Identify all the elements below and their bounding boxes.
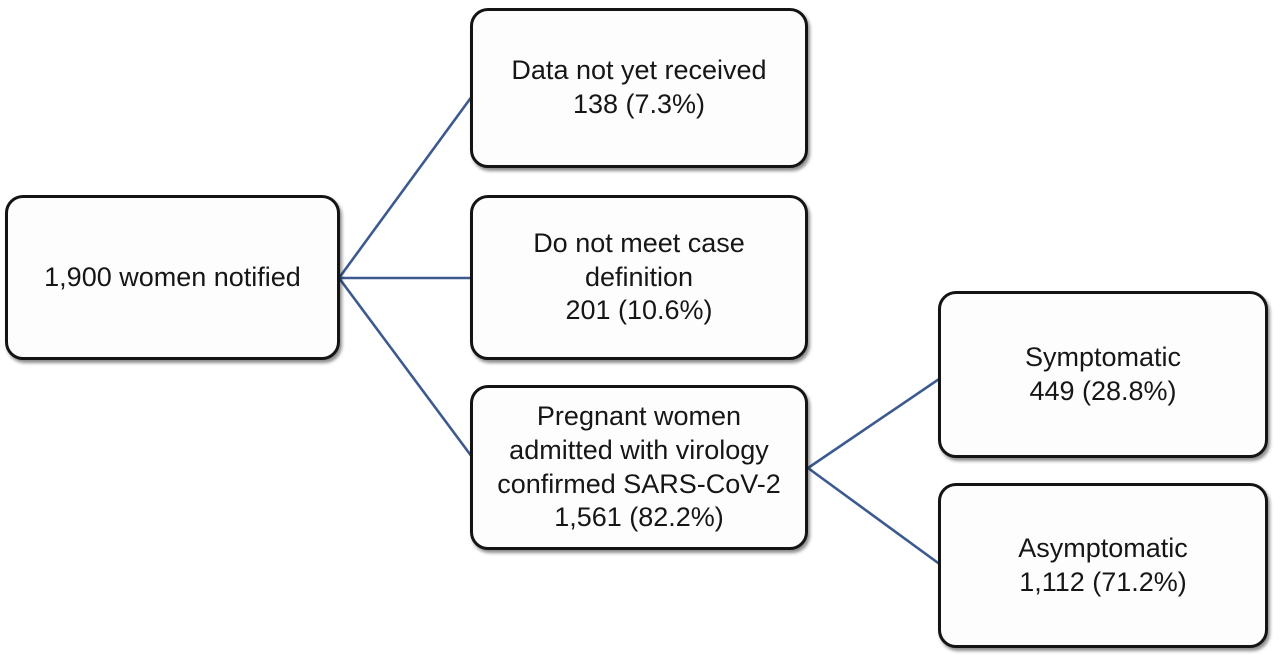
node-do-not-meet-case-definition-value: 201 (10.6%) [565, 295, 713, 326]
node-confirmed-sars-cov-2-label: Pregnant women admitted with virology co… [497, 401, 781, 499]
node-do-not-meet-case-definition-label: Do not meet case definition [533, 227, 745, 292]
connector-root-to-not-received [337, 87, 480, 279]
node-asymptomatic: Asymptomatic 1,112 (71.2%) [938, 483, 1268, 648]
node-data-not-yet-received-label: Data not yet received [511, 55, 767, 86]
node-confirmed-sars-cov-2-value: 1,561 (82.2%) [554, 502, 724, 533]
node-confirmed-sars-cov-2: Pregnant women admitted with virology co… [470, 385, 808, 550]
node-women-notified-label: 1,900 women notified [44, 261, 301, 292]
node-symptomatic-label: Symptomatic [1024, 341, 1182, 372]
connector-root-to-confirmed [337, 277, 480, 466]
node-asymptomatic-value: 1,112 (71.2%) [1019, 566, 1187, 597]
connector-confirmed-to-asymptomatic [807, 466, 946, 570]
node-data-not-yet-received-value: 138 (7.3%) [572, 89, 706, 119]
node-women-notified: 1,900 women notified [5, 195, 340, 360]
node-symptomatic: Symptomatic 449 (28.8%) [938, 291, 1268, 458]
node-data-not-yet-received: Data not yet received 138 (7.3%) [470, 8, 808, 168]
connector-confirmed-to-symptomatic [807, 373, 946, 470]
node-asymptomatic-label: Asymptomatic [1018, 532, 1188, 563]
node-do-not-meet-case-definition: Do not meet case definition 201 (10.6%) [470, 195, 808, 360]
node-symptomatic-value: 449 (28.8%) [1029, 375, 1177, 406]
